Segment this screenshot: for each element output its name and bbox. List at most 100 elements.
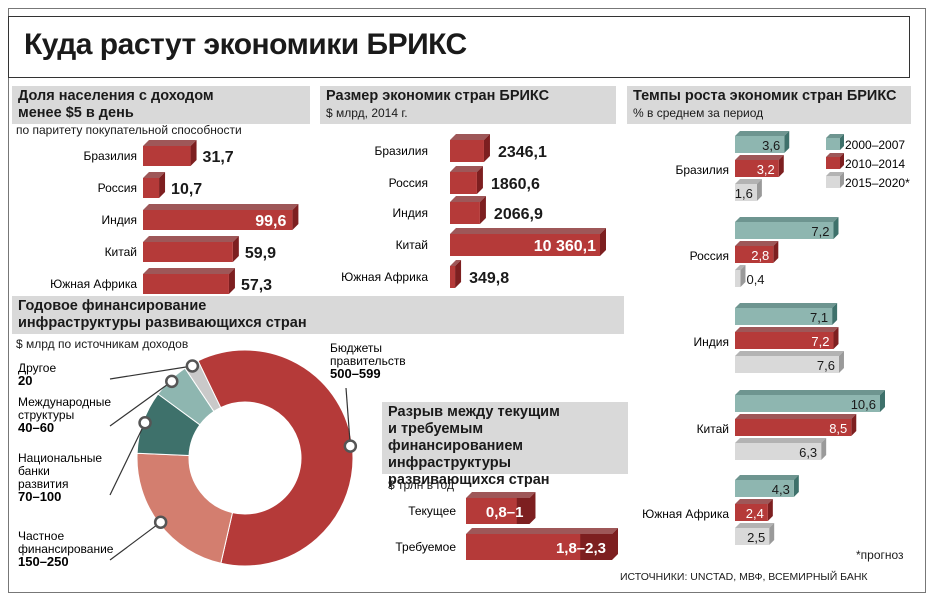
gdp-category-label: Индия bbox=[393, 206, 428, 220]
donut-marker bbox=[185, 359, 200, 373]
growth-value-label: 7,6 bbox=[817, 358, 835, 373]
growth-legend-swatch-side bbox=[840, 172, 844, 188]
gap-panel-header: Разрыв между текущим и требуемым финанси… bbox=[382, 402, 628, 488]
donut-leader-line bbox=[109, 380, 173, 427]
donut-slice-name: развития bbox=[18, 477, 69, 491]
gdp-bar bbox=[450, 134, 490, 162]
donut-leader-line bbox=[109, 365, 193, 380]
gdp-value-label: 10 360,1 bbox=[534, 238, 596, 255]
donut-slice-name: финансирование bbox=[18, 542, 114, 556]
poverty-value-label: 31,7 bbox=[203, 149, 234, 166]
poverty-subtitle: по паритету покупательной способности bbox=[16, 123, 242, 137]
donut-slice-value: 150–250 bbox=[18, 554, 69, 569]
growth-bar-side bbox=[851, 414, 857, 436]
poverty-bar-side bbox=[232, 236, 239, 262]
gdp-category-label: Китай bbox=[396, 238, 428, 252]
growth-bar-side bbox=[838, 351, 844, 373]
growth-bar-side bbox=[767, 499, 773, 521]
donut-marker bbox=[138, 415, 152, 430]
gdp-bar-top bbox=[450, 166, 483, 172]
gdp-bar-front bbox=[450, 172, 477, 194]
finance-title-line1: Годовое финансирование bbox=[18, 298, 207, 314]
forecast-note: *прогноз bbox=[856, 548, 904, 562]
growth-legend-swatch bbox=[826, 153, 844, 169]
growth-bar-top bbox=[735, 414, 857, 419]
donut-slice-name: Другое bbox=[18, 361, 56, 375]
growth-value-label: 2,8 bbox=[751, 248, 769, 263]
growth-bar-top bbox=[735, 523, 775, 528]
growth-value-label: 2,5 bbox=[747, 530, 765, 545]
gdp-bar-top bbox=[450, 228, 606, 234]
donut-marker bbox=[165, 374, 179, 389]
gdp-bar-top bbox=[450, 260, 462, 266]
poverty-title-line1: Доля населения с доходом bbox=[18, 88, 214, 104]
growth-value-label: 7,2 bbox=[811, 224, 829, 239]
gap-category-label: Требуемое bbox=[395, 540, 456, 554]
poverty-bar bbox=[143, 140, 197, 166]
poverty-category-label: Россия bbox=[98, 181, 137, 195]
poverty-bar-front bbox=[143, 178, 160, 198]
growth-bar-side bbox=[793, 475, 799, 497]
growth-bar bbox=[735, 179, 762, 201]
growth-bar-top bbox=[735, 155, 784, 160]
growth-bar-front bbox=[735, 136, 785, 153]
growth-title: Темпы роста экономик стран БРИКС bbox=[633, 88, 897, 104]
growth-bar-side bbox=[832, 303, 838, 325]
gdp-category-label: Россия bbox=[389, 176, 428, 190]
gdp-bar-front bbox=[450, 234, 600, 256]
growth-bar bbox=[735, 241, 779, 263]
growth-bar bbox=[735, 131, 790, 153]
growth-category-label: Индия bbox=[694, 335, 729, 349]
gdp-title: Размер экономик стран БРИКС bbox=[326, 88, 550, 104]
gdp-panel-header: Размер экономик стран БРИКС $ млрд, 2014… bbox=[320, 86, 616, 124]
growth-bar-top bbox=[735, 390, 885, 395]
growth-bar-top bbox=[735, 475, 799, 480]
growth-panel-header: Темпы роста экономик стран БРИКС % в сре… bbox=[627, 86, 911, 124]
growth-bar-top bbox=[735, 131, 790, 136]
donut-slice bbox=[136, 452, 234, 564]
donut-slice-name: правительств bbox=[330, 354, 406, 368]
poverty-bar-top bbox=[143, 236, 239, 242]
gdp-value-label: 349,8 bbox=[469, 270, 509, 287]
gdp-bar bbox=[450, 260, 462, 288]
growth-bar-front bbox=[735, 184, 757, 201]
growth-value-label: 6,3 bbox=[799, 445, 817, 460]
gdp-bar-side bbox=[476, 166, 483, 194]
growth-bar-side bbox=[778, 155, 784, 177]
donut-leader-line bbox=[345, 387, 351, 447]
growth-bar-top bbox=[735, 265, 746, 270]
growth-bar bbox=[735, 499, 773, 521]
growth-bar-top bbox=[735, 327, 839, 332]
gap-bar-top bbox=[466, 492, 536, 498]
gap-title-line1: Разрыв между текущим bbox=[388, 404, 560, 420]
gdp-category-label: Южная Африка bbox=[341, 270, 428, 284]
growth-legend-swatch-top bbox=[826, 153, 844, 157]
gap-value-label: 0,8–1 bbox=[486, 504, 524, 521]
growth-bar bbox=[735, 475, 799, 497]
growth-bar bbox=[735, 327, 839, 349]
growth-value-label: 2,4 bbox=[746, 506, 764, 521]
gap-range-segment bbox=[580, 534, 612, 560]
donut-marker bbox=[343, 439, 358, 453]
finance-title-line2: инфраструктуры развивающихся стран bbox=[18, 315, 307, 331]
poverty-value-label: 10,7 bbox=[171, 181, 202, 198]
growth-bar-top bbox=[735, 499, 773, 504]
growth-bar bbox=[735, 303, 838, 325]
donut-slice-name: Международные bbox=[18, 395, 111, 409]
donut-slice-value: 40–60 bbox=[18, 420, 54, 435]
growth-legend-swatch bbox=[826, 172, 844, 188]
poverty-value-label: 99,6 bbox=[255, 213, 286, 230]
donut-slice-name: Национальные bbox=[18, 451, 102, 465]
gdp-bar bbox=[450, 228, 606, 256]
growth-legend-label: 2015–2020* bbox=[845, 176, 910, 190]
growth-bar-side bbox=[821, 438, 827, 460]
gdp-value-label: 2346,1 bbox=[498, 144, 547, 161]
growth-bar-side bbox=[769, 523, 775, 545]
poverty-panel-header: Доля населения с доходом менее $5 в день bbox=[12, 86, 310, 124]
gdp-bar-front bbox=[450, 140, 484, 162]
growth-bar-top bbox=[735, 179, 762, 184]
poverty-value-label: 57,3 bbox=[241, 277, 272, 294]
growth-value-label: 7,1 bbox=[810, 310, 828, 325]
donut-slice-value: 70–100 bbox=[18, 489, 61, 504]
poverty-bar-side bbox=[292, 204, 299, 230]
